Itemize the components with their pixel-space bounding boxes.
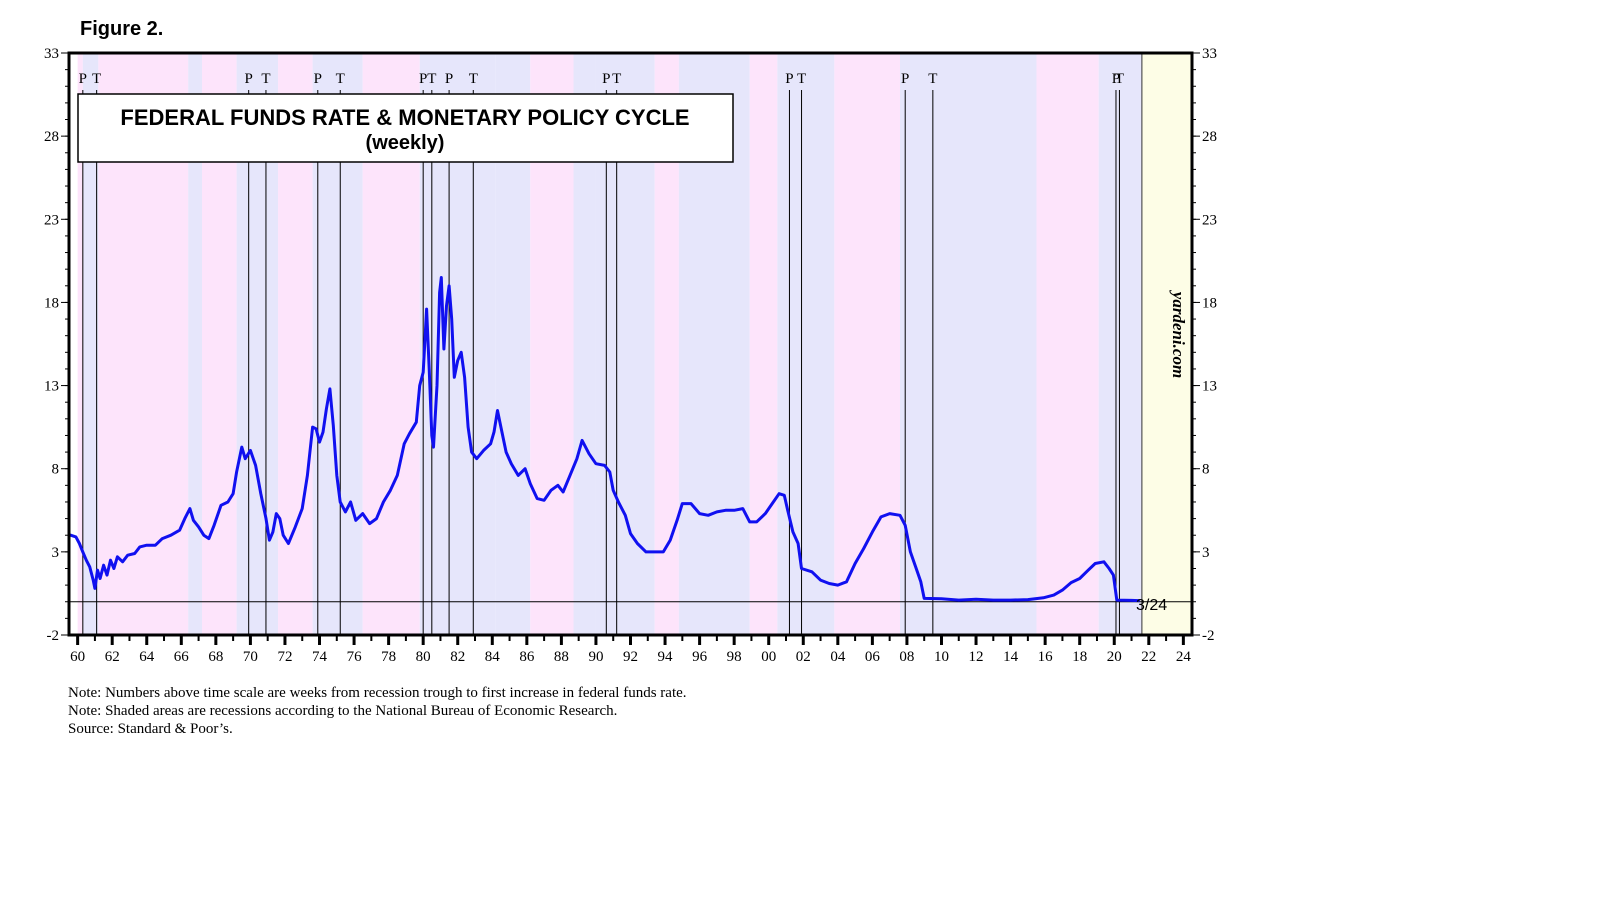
recession-markers: P T P T P T P T P T P T P T P T PT: [79, 71, 1124, 635]
recession-label-t: T: [797, 71, 806, 87]
x-tick-label: 86: [519, 649, 535, 665]
x-tick-label: 14: [1003, 649, 1019, 665]
x-tick-label: 60: [70, 649, 85, 665]
recession-label-t: T: [928, 71, 937, 87]
x-tick-label: 00: [761, 649, 776, 665]
y-tick-label-left: 23: [44, 212, 59, 228]
y-tick-label-left: 13: [44, 379, 59, 395]
watermark: yardeni.com: [1169, 290, 1188, 378]
x-tick-label: 82: [450, 649, 465, 665]
recession-label-p: P: [314, 71, 322, 87]
y-tick-label-right: 18: [1202, 295, 1217, 311]
chart-title: FEDERAL FUNDS RATE & MONETARY POLICY CYC…: [120, 105, 689, 130]
note-weeks: Note: Numbers above time scale are weeks…: [68, 685, 687, 701]
x-tick-label: 94: [658, 649, 674, 665]
y-tick-label-left: 3: [52, 545, 60, 561]
recession-label-p: P: [602, 71, 610, 87]
cycle-band-easing: [573, 53, 596, 635]
recession-label-p: P: [785, 71, 793, 87]
x-tick-label: 12: [969, 649, 984, 665]
recession-label-p: P: [901, 71, 909, 87]
latest-date-label: 3/24: [1136, 597, 1167, 614]
recession-label-p: P: [419, 71, 427, 87]
y-tick-label-left: 28: [44, 129, 59, 145]
x-tick-label: 10: [934, 649, 949, 665]
x-tick-label: 64: [139, 649, 155, 665]
y-tick-label-left: 8: [52, 462, 60, 478]
x-tick-label: 16: [1038, 649, 1054, 665]
recession-label-t: T: [612, 71, 621, 87]
y-tick-label-right: 28: [1202, 129, 1217, 145]
title-box: FEDERAL FUNDS RATE & MONETARY POLICY CYC…: [77, 93, 734, 163]
cycle-band-easing: [82, 53, 99, 635]
y-tick-label-right: 23: [1202, 212, 1217, 228]
figure-label: Figure 2.: [80, 18, 164, 40]
recession-label-t: T: [469, 71, 478, 87]
x-tick-label: 02: [796, 649, 811, 665]
series-line-group: [69, 276, 1140, 603]
x-tick-label: 62: [105, 649, 120, 665]
x-tick-label: 70: [243, 649, 258, 665]
x-tick-label: 76: [347, 649, 363, 665]
x-tick-label: 98: [727, 649, 742, 665]
recession-label-t: T: [261, 71, 270, 87]
x-tick-label: 92: [623, 649, 638, 665]
x-tick-label: 88: [554, 649, 569, 665]
cycle-band-tightening: [1036, 53, 1099, 635]
y-tick-label-left: -2: [47, 628, 60, 644]
chart-subtitle: (weekly): [366, 132, 445, 154]
x-tick-label: 78: [381, 649, 396, 665]
cycle-band-easing: [1098, 53, 1142, 635]
series-line-0: [69, 276, 1140, 603]
recession-label-p: P: [245, 71, 253, 87]
x-tick-label: 96: [692, 649, 708, 665]
x-tick-label: 84: [485, 649, 501, 665]
y-tick-label-left: 33: [44, 46, 59, 62]
y-tick-label-right: 3: [1202, 545, 1210, 561]
forecast-region: [1141, 53, 1192, 635]
cycle-band-easing: [900, 53, 1037, 635]
recession-label-p: P: [79, 71, 87, 87]
x-tick-label: 74: [312, 649, 328, 665]
y-tick-label-right: 8: [1202, 462, 1210, 478]
x-tick-label: 66: [174, 649, 190, 665]
x-tick-label: 06: [865, 649, 881, 665]
cycle-band-easing: [777, 53, 835, 635]
recession-label-t: T: [1115, 71, 1124, 87]
y-tick-label-left: 18: [44, 295, 59, 311]
recession-label-t: T: [427, 71, 436, 87]
x-tick-label: 18: [1072, 649, 1087, 665]
forecast-band: [1141, 53, 1192, 635]
x-tick-label: 08: [899, 649, 914, 665]
x-tick-label: 04: [830, 649, 846, 665]
y-tick-label-right: -2: [1202, 628, 1215, 644]
recession-label-p: P: [1112, 71, 1120, 87]
notes: Note: Numbers above time scale are weeks…: [68, 684, 687, 738]
y-tick-label-right: 13: [1202, 379, 1217, 395]
x-tick-label: 90: [588, 649, 603, 665]
cycle-band-tightening: [77, 53, 83, 635]
x-tick-label: 68: [208, 649, 223, 665]
cycle-band-easing: [188, 53, 203, 635]
note-source: Source: Standard & Poor’s.: [68, 721, 233, 737]
x-tick-label: 72: [277, 649, 292, 665]
note-shaded: Note: Shaded areas are recessions accord…: [68, 703, 618, 719]
y-tick-label-right: 33: [1202, 46, 1217, 62]
cycle-band-tightening: [749, 53, 778, 635]
x-tick-label: 24: [1176, 649, 1192, 665]
x-tick-label: 22: [1141, 649, 1156, 665]
recession-label-p: P: [445, 71, 453, 87]
x-tick-label: 20: [1107, 649, 1122, 665]
recession-label-t: T: [92, 71, 101, 87]
x-tick-label: 80: [416, 649, 431, 665]
recession-label-t: T: [336, 71, 345, 87]
cycle-band-tightening: [834, 53, 901, 635]
